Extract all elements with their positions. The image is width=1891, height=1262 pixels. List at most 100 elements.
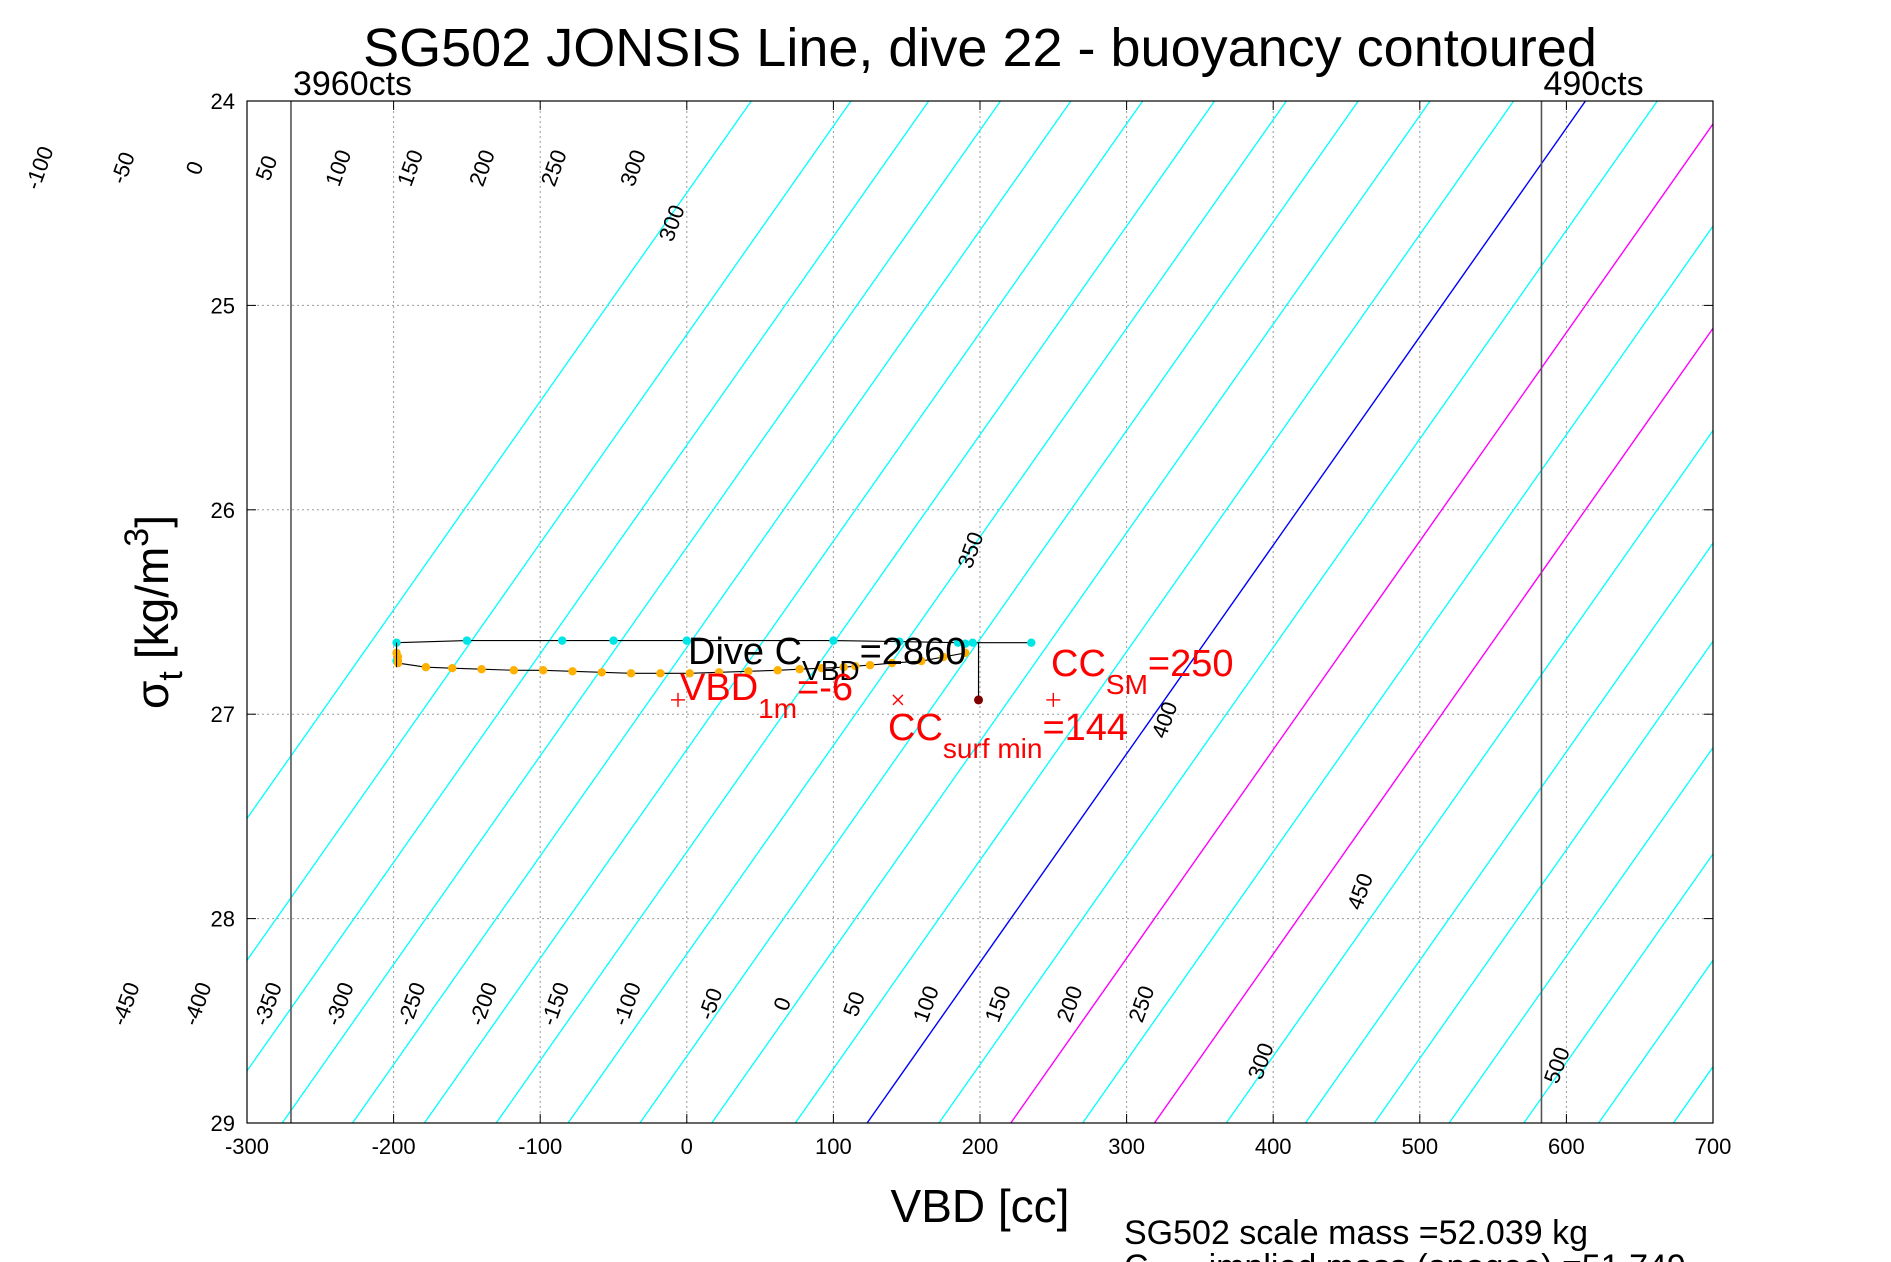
implied-mass-text: Cimplied mass (apogee) =51.749 bbox=[1124, 1248, 1686, 1262]
contour-line bbox=[495, 101, 1216, 1123]
trajectory-point bbox=[829, 636, 838, 645]
x-tick-label: -100 bbox=[518, 1134, 562, 1159]
vbd-1m-annotation: VBD1m=-6 bbox=[680, 667, 853, 724]
trajectory-point bbox=[817, 664, 826, 673]
trajectory-point bbox=[795, 665, 804, 674]
cc-sm-sub: SM bbox=[1106, 669, 1148, 700]
marker-plus bbox=[671, 692, 686, 707]
x-tick-label: -300 bbox=[225, 1134, 269, 1159]
trajectory-point bbox=[968, 638, 977, 647]
contour-line bbox=[1304, 542, 1713, 1123]
dive-cvbd-annotation: Dive CVBD=2860 bbox=[688, 631, 966, 686]
y-axis-label-subscript: t bbox=[152, 671, 190, 681]
vbd-limit-label: 490cts bbox=[1543, 65, 1643, 103]
trajectory-point bbox=[682, 636, 691, 645]
contour-line bbox=[866, 101, 1587, 1123]
y-tick-label: 24 bbox=[211, 89, 235, 114]
trajectory-point bbox=[421, 662, 431, 672]
implied-mass-symbol: C bbox=[1124, 1248, 1149, 1262]
contour-line bbox=[247, 101, 752, 820]
trajectory-point bbox=[685, 669, 694, 678]
x-tick-label: 0 bbox=[681, 1134, 693, 1159]
vbd-1m-main: VBD bbox=[680, 667, 758, 709]
contour-line bbox=[1373, 640, 1713, 1123]
dive-cvbd-sub: VBD bbox=[802, 655, 860, 686]
grid bbox=[247, 101, 1713, 1123]
trajectory-point bbox=[568, 667, 577, 676]
dive-cvbd-value: =2860 bbox=[860, 631, 967, 673]
surface-point bbox=[974, 695, 984, 705]
contour-line bbox=[281, 101, 1002, 1123]
cc-sm-value: =250 bbox=[1148, 643, 1234, 685]
trajectory-point bbox=[851, 661, 860, 671]
reference-markers bbox=[671, 692, 1061, 707]
y-tick-label: 25 bbox=[211, 293, 235, 318]
contour-line bbox=[352, 101, 1072, 1123]
contour-line bbox=[423, 101, 1144, 1123]
contour-line bbox=[794, 101, 1515, 1123]
trajectory-point bbox=[744, 667, 753, 676]
trajectory-point bbox=[462, 636, 472, 645]
contour-line bbox=[1153, 327, 1713, 1123]
cc-surf-min-sub: surf min bbox=[943, 733, 1043, 764]
vbd-1m-value: =-6 bbox=[797, 667, 853, 709]
contour-line bbox=[1523, 852, 1713, 1123]
trajectory-point bbox=[865, 660, 875, 670]
svg-text:σt[kg/m3]: σt [kg/m3] bbox=[118, 515, 190, 709]
trajectory-point bbox=[714, 668, 724, 677]
cc-sm-annotation: CCSM=250 bbox=[1051, 643, 1233, 700]
x-axis-ticks: -300 -200 -100 0 100 200 300 400 500 600 700 bbox=[225, 101, 1731, 1159]
trajectory-point bbox=[961, 648, 970, 658]
x-tick-label: 200 bbox=[962, 1134, 999, 1159]
y-axis-ticks: 24 25 26 27 28 29 bbox=[211, 89, 1713, 1136]
vbd-1m-sub: 1m bbox=[758, 693, 797, 724]
trajectory-point bbox=[477, 665, 486, 674]
vbd-limit-label: 3960cts bbox=[293, 65, 412, 103]
cc-surf-min-annotation: CCsurf min=144 bbox=[888, 707, 1128, 764]
marker-plus bbox=[1046, 692, 1061, 707]
trajectory-point bbox=[839, 662, 848, 672]
trajectory-point bbox=[961, 639, 970, 648]
contour-line bbox=[247, 101, 852, 962]
x-tick-label: 500 bbox=[1401, 1134, 1438, 1159]
dive-trajectories bbox=[392, 636, 1036, 705]
cc-surf-min-value: =144 bbox=[1042, 707, 1128, 749]
x-tick-label: 400 bbox=[1255, 1134, 1292, 1159]
trajectory-point bbox=[626, 669, 636, 678]
contour-line bbox=[938, 101, 1658, 1123]
trajectory-point bbox=[953, 638, 963, 647]
trajectory-point bbox=[773, 666, 782, 675]
y-axis-label-close: ] bbox=[126, 515, 178, 528]
x-tick-label: 700 bbox=[1695, 1134, 1732, 1159]
cc-sm-main: CC bbox=[1051, 643, 1106, 685]
contour-line bbox=[639, 101, 1359, 1123]
marker-stroke bbox=[892, 694, 904, 706]
x-axis-label: VBD [cc] bbox=[891, 1180, 1070, 1232]
trajectory-point bbox=[597, 668, 606, 677]
trajectory-point bbox=[609, 636, 618, 645]
contour-line bbox=[1010, 122, 1713, 1123]
trajectory-point bbox=[887, 658, 897, 668]
y-axis-label-symbol: σ bbox=[126, 681, 178, 709]
trajectory-point bbox=[509, 666, 519, 675]
trajectory-point bbox=[1027, 638, 1036, 647]
vbd-limit-lines: 3960cts 490cts bbox=[290, 65, 1644, 1123]
x-tick-label: 100 bbox=[815, 1134, 852, 1159]
trajectory-point bbox=[448, 664, 457, 673]
implied-mass-rest: implied mass (apogee) =51.749 bbox=[1209, 1248, 1686, 1262]
trajectory-point bbox=[895, 637, 904, 646]
y-tick-label: 27 bbox=[211, 702, 235, 727]
contour-line bbox=[1225, 429, 1713, 1123]
contour-line bbox=[1448, 746, 1713, 1123]
contour-line bbox=[1082, 225, 1713, 1123]
y-axis-label: σt [kg/m3] bbox=[118, 515, 190, 709]
x-tick-label: 600 bbox=[1548, 1134, 1585, 1159]
scale-mass-text: SG502 scale mass =52.039 kg bbox=[1124, 1214, 1588, 1252]
cc-surf-min-main: CC bbox=[888, 707, 943, 749]
chart-title: SG502 JONSIS Line, dive 22 - buoyancy co… bbox=[363, 18, 1597, 78]
dive-cvbd-main: Dive C bbox=[688, 631, 802, 673]
contour-lines bbox=[247, 101, 1713, 1123]
contour-line bbox=[247, 101, 930, 1072]
y-tick-label: 28 bbox=[211, 907, 235, 932]
